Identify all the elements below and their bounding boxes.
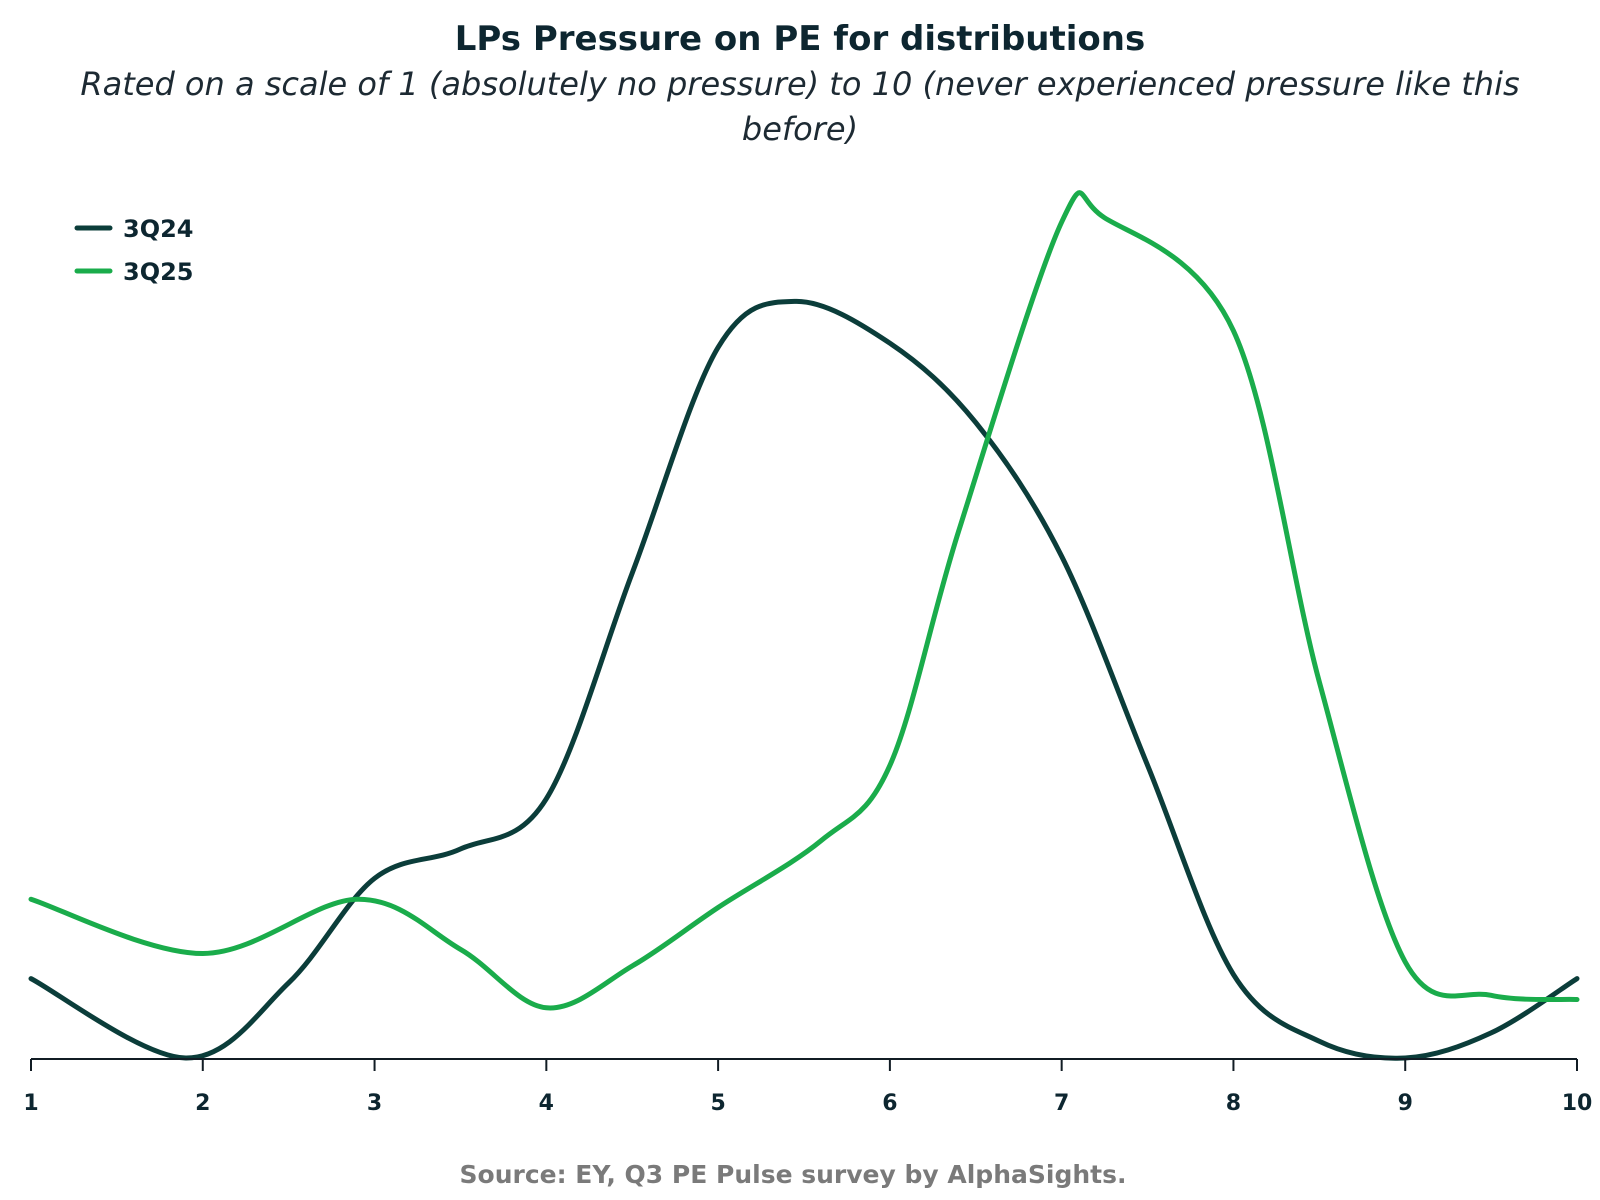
x-tick-label: 3 — [367, 1091, 382, 1116]
x-tick-label: 1 — [23, 1091, 38, 1116]
x-tick-label: 7 — [1054, 1091, 1069, 1116]
chart-subtitle-line-2: before) — [742, 110, 858, 148]
chart-title: LPs Pressure on PE for distributions — [455, 19, 1145, 59]
chart-subtitle-line-1: Rated on a scale of 1 (absolutely no pre… — [80, 65, 1519, 103]
legend-label-3q25: 3Q25 — [123, 258, 194, 286]
legend-label-3q24: 3Q24 — [123, 215, 194, 243]
legend: 3Q24 3Q25 — [74, 215, 194, 286]
x-axis: 1 2 3 4 5 6 7 8 9 10 — [23, 1059, 1592, 1116]
source-note: Source: EY, Q3 PE Pulse survey by AlphaS… — [460, 1160, 1127, 1189]
x-tick-label: 10 — [1562, 1091, 1593, 1116]
x-tick-label: 6 — [882, 1091, 897, 1116]
x-tick-label: 5 — [710, 1091, 725, 1116]
x-tick-label: 8 — [1226, 1091, 1241, 1116]
x-tick-label: 4 — [539, 1091, 554, 1116]
series-line-3q24 — [28, 298, 1580, 1061]
series-line-3q25 — [28, 190, 1580, 1011]
series-layer — [28, 190, 1580, 1061]
x-tick-label: 2 — [195, 1091, 210, 1116]
x-tick-label: 9 — [1398, 1091, 1413, 1116]
